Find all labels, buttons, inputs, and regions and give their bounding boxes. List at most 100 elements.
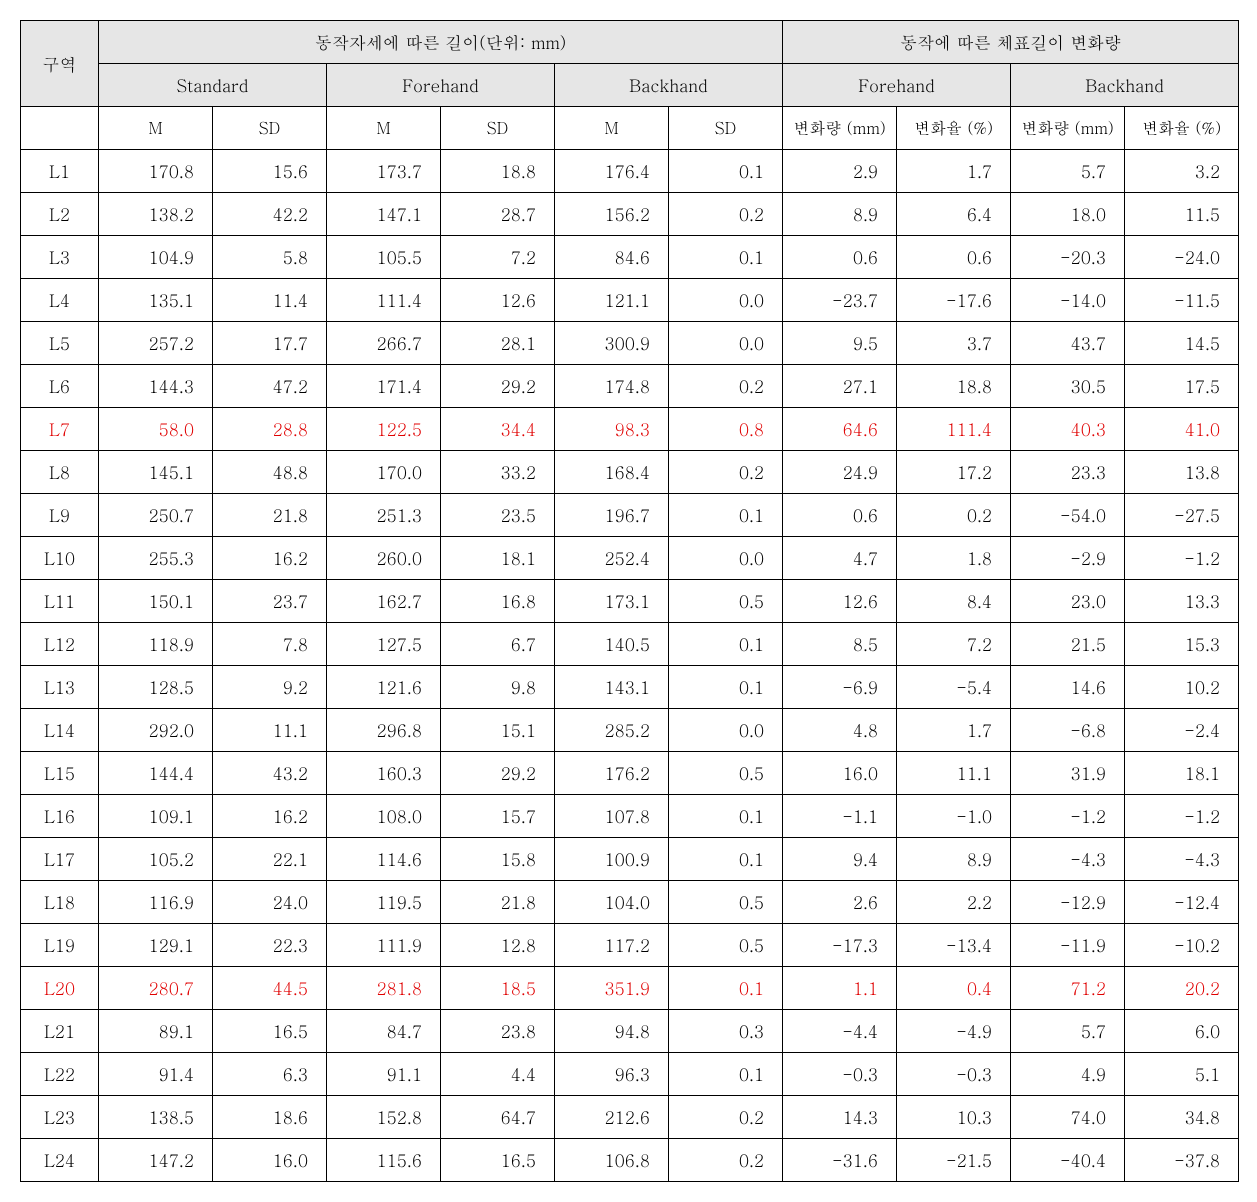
cell-fh_m: 108.0 (327, 795, 441, 838)
cell-fh_p: 111.4 (897, 408, 1011, 451)
cell-fh_d: 12.6 (783, 580, 897, 623)
cell-std_m: 138.5 (99, 1096, 213, 1139)
cell-fh_d: 1.1 (783, 967, 897, 1010)
cell-fh_d: 24.9 (783, 451, 897, 494)
cell-bh_m: 117.2 (555, 924, 669, 967)
table-row: L24147.216.0115.616.5106.80.2-31.6-21.5-… (21, 1139, 1239, 1182)
cell-fh_sd: 33.2 (441, 451, 555, 494)
cell-std_m: 118.9 (99, 623, 213, 666)
cell-fh_m: 111.4 (327, 279, 441, 322)
cell-std_sd: 6.3 (213, 1053, 327, 1096)
cell-fh_d: 0.6 (783, 236, 897, 279)
row-label: L5 (21, 322, 99, 365)
table-row: L16109.116.2108.015.7107.80.1-1.1-1.0-1.… (21, 795, 1239, 838)
row-label: L4 (21, 279, 99, 322)
cell-fh_m: 84.7 (327, 1010, 441, 1053)
header-backhand-len: Backhand (555, 64, 783, 107)
cell-fh_d: 9.4 (783, 838, 897, 881)
cell-std_sd: 17.7 (213, 322, 327, 365)
cell-fh_d: 9.5 (783, 322, 897, 365)
cell-bh_m: 176.2 (555, 752, 669, 795)
cell-fh_sd: 18.5 (441, 967, 555, 1010)
table-row: L5257.217.7266.728.1300.90.09.53.743.714… (21, 322, 1239, 365)
header-fh-d: 변화량 (mm) (783, 107, 897, 150)
cell-std_sd: 16.0 (213, 1139, 327, 1182)
header-forehand-len: Forehand (327, 64, 555, 107)
cell-fh_d: 64.6 (783, 408, 897, 451)
cell-fh_sd: 16.5 (441, 1139, 555, 1182)
table-body: L1170.815.6173.718.8176.40.12.91.75.73.2… (21, 150, 1239, 1182)
table-row: L18116.924.0119.521.8104.00.52.62.2-12.9… (21, 881, 1239, 924)
cell-bh_p: 20.2 (1125, 967, 1239, 1010)
header-group-length: 동작자세에 따른 길이(단위: mm) (99, 21, 783, 64)
cell-fh_sd: 15.1 (441, 709, 555, 752)
cell-bh_d: 18.0 (1011, 193, 1125, 236)
cell-bh_sd: 0.2 (669, 1096, 783, 1139)
table-row: L8145.148.8170.033.2168.40.224.917.223.3… (21, 451, 1239, 494)
cell-fh_d: 4.7 (783, 537, 897, 580)
table-row: L17105.222.1114.615.8100.90.19.48.9-4.3-… (21, 838, 1239, 881)
header-backhand-chg: Backhand (1011, 64, 1239, 107)
row-label: L10 (21, 537, 99, 580)
cell-fh_m: 91.1 (327, 1053, 441, 1096)
cell-std_m: 144.3 (99, 365, 213, 408)
row-label: L2 (21, 193, 99, 236)
row-label: L12 (21, 623, 99, 666)
cell-fh_p: 0.4 (897, 967, 1011, 1010)
cell-fh_p: -0.3 (897, 1053, 1011, 1096)
cell-fh_d: 27.1 (783, 365, 897, 408)
table-row: L6144.347.2171.429.2174.80.227.118.830.5… (21, 365, 1239, 408)
cell-bh_d: -40.4 (1011, 1139, 1125, 1182)
cell-std_sd: 22.3 (213, 924, 327, 967)
cell-bh_p: -1.2 (1125, 537, 1239, 580)
cell-fh_d: -4.4 (783, 1010, 897, 1053)
cell-fh_d: -23.7 (783, 279, 897, 322)
row-label: L7 (21, 408, 99, 451)
cell-fh_p: 2.2 (897, 881, 1011, 924)
header-std-sd: SD (213, 107, 327, 150)
cell-fh_sd: 21.8 (441, 881, 555, 924)
cell-fh_d: -0.3 (783, 1053, 897, 1096)
cell-fh_m: 260.0 (327, 537, 441, 580)
table-row: L20280.744.5281.818.5351.90.11.10.471.22… (21, 967, 1239, 1010)
cell-bh_m: 285.2 (555, 709, 669, 752)
cell-fh_m: 173.7 (327, 150, 441, 193)
cell-fh_d: -31.6 (783, 1139, 897, 1182)
cell-bh_m: 106.8 (555, 1139, 669, 1182)
cell-bh_m: 107.8 (555, 795, 669, 838)
cell-bh_sd: 0.0 (669, 537, 783, 580)
cell-fh_p: 1.7 (897, 150, 1011, 193)
cell-fh_p: 10.3 (897, 1096, 1011, 1139)
cell-fh_m: 251.3 (327, 494, 441, 537)
cell-bh_d: 14.6 (1011, 666, 1125, 709)
cell-fh_p: 0.6 (897, 236, 1011, 279)
cell-bh_sd: 0.3 (669, 1010, 783, 1053)
cell-bh_sd: 0.5 (669, 752, 783, 795)
cell-fh_p: 0.2 (897, 494, 1011, 537)
cell-bh_m: 104.0 (555, 881, 669, 924)
table-row: L11150.123.7162.716.8173.10.512.68.423.0… (21, 580, 1239, 623)
cell-bh_p: 10.2 (1125, 666, 1239, 709)
cell-std_m: 135.1 (99, 279, 213, 322)
cell-bh_d: -14.0 (1011, 279, 1125, 322)
row-label: L13 (21, 666, 99, 709)
cell-std_m: 257.2 (99, 322, 213, 365)
cell-fh_m: 147.1 (327, 193, 441, 236)
cell-bh_d: 74.0 (1011, 1096, 1125, 1139)
cell-fh_d: 2.6 (783, 881, 897, 924)
cell-fh_sd: 29.2 (441, 365, 555, 408)
cell-std_sd: 16.2 (213, 795, 327, 838)
cell-fh_d: -17.3 (783, 924, 897, 967)
cell-bh_sd: 0.1 (669, 150, 783, 193)
cell-bh_p: 11.5 (1125, 193, 1239, 236)
cell-bh_d: 31.9 (1011, 752, 1125, 795)
cell-bh_p: 41.0 (1125, 408, 1239, 451)
row-label: L23 (21, 1096, 99, 1139)
cell-std_sd: 24.0 (213, 881, 327, 924)
row-label: L19 (21, 924, 99, 967)
table-row: L14292.011.1296.815.1285.20.04.81.7-6.8-… (21, 709, 1239, 752)
cell-std_sd: 16.5 (213, 1010, 327, 1053)
cell-fh_m: 111.9 (327, 924, 441, 967)
cell-bh_d: 4.9 (1011, 1053, 1125, 1096)
cell-bh_sd: 0.5 (669, 881, 783, 924)
